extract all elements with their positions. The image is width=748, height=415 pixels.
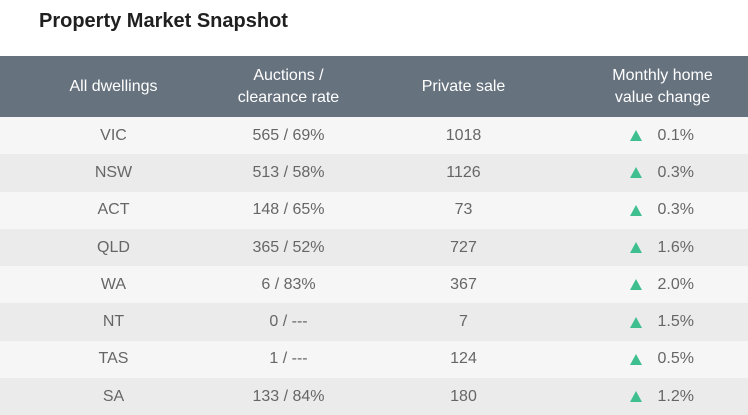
auctions-cell: 148 / 65%: [252, 201, 325, 219]
table-row: WA 6 / 83% 367 2.0%: [0, 266, 748, 304]
auctions-cell: 365 / 52%: [252, 238, 325, 256]
change-cell: 2.0%: [577, 266, 748, 303]
change-value: 1.6%: [657, 238, 694, 256]
up-arrow-icon: [629, 316, 642, 328]
header-auctions-line1: Auctions /: [253, 66, 324, 84]
header-change-line1: Monthly home: [612, 66, 713, 84]
table-row: QLD 365 / 52% 727 1.6%: [0, 228, 748, 267]
up-arrow-icon: [629, 130, 642, 142]
change-cell: 0.3%: [577, 154, 748, 191]
state-cell: TAS: [98, 350, 129, 368]
change-value: 0.1%: [657, 126, 694, 144]
table-body: VIC 565 / 69% 1018 0.1% NSW 513 / 58% 11…: [0, 117, 748, 415]
table-header: All dwellings Auctions / clearance rate …: [0, 56, 748, 117]
change-value: 2.0%: [657, 275, 694, 293]
table-row: VIC 565 / 69% 1018 0.1%: [0, 117, 748, 155]
state-cell: VIC: [100, 126, 127, 144]
up-arrow-icon: [629, 167, 642, 179]
private-sale-cell: 73: [454, 201, 473, 219]
header-dwellings: All dwellings: [69, 77, 158, 95]
auctions-cell: 6 / 83%: [261, 275, 316, 293]
table-row: ACT 148 / 65% 73 0.3%: [0, 191, 748, 229]
auctions-cell: 565 / 69%: [252, 126, 325, 144]
state-cell: NT: [102, 313, 125, 331]
auctions-cell: 0 / ---: [269, 313, 308, 331]
private-sale-cell: 7: [459, 313, 468, 331]
change-cell: 0.5%: [577, 341, 748, 378]
private-sale-cell: 727: [450, 238, 477, 256]
change-cell: 1.2%: [577, 378, 748, 415]
private-sale-cell: 1126: [446, 163, 481, 181]
header-private-sale: Private sale: [421, 77, 506, 95]
private-sale-cell: 367: [450, 275, 477, 293]
table-row: NSW 513 / 58% 1126 0.3%: [0, 154, 748, 192]
change-cell: 0.3%: [577, 192, 748, 229]
up-arrow-icon: [629, 204, 642, 216]
header-change: Monthly home value change: [577, 56, 748, 117]
change-value: 1.5%: [657, 313, 694, 331]
state-cell: ACT: [97, 201, 130, 219]
up-arrow-icon: [629, 279, 642, 291]
change-cell: 1.6%: [577, 229, 748, 266]
change-cell: 1.5%: [577, 303, 748, 340]
table-row: SA 133 / 84% 180 1.2%: [0, 378, 748, 415]
state-cell: QLD: [97, 238, 130, 256]
change-value: 0.3%: [657, 201, 694, 219]
state-cell: WA: [100, 275, 127, 293]
private-sale-cell: 180: [450, 387, 477, 405]
header-change-line2: value change: [614, 88, 711, 106]
page-title: Property Market Snapshot: [39, 10, 288, 32]
change-value: 0.3%: [657, 163, 694, 181]
change-value: 1.2%: [657, 387, 694, 405]
change-cell: 0.1%: [577, 117, 748, 154]
auctions-cell: 133 / 84%: [252, 387, 325, 405]
header-auctions: Auctions / clearance rate: [227, 56, 350, 117]
auctions-cell: 1 / ---: [269, 350, 308, 368]
up-arrow-icon: [629, 353, 642, 365]
state-cell: SA: [102, 387, 125, 405]
up-arrow-icon: [629, 391, 642, 403]
table-row: NT 0 / --- 7 1.5%: [0, 303, 748, 341]
market-table: All dwellings Auctions / clearance rate …: [0, 56, 748, 415]
change-value: 0.5%: [657, 350, 694, 368]
private-sale-cell: 124: [450, 350, 477, 368]
table-row: TAS 1 / --- 124 0.5%: [0, 340, 748, 379]
up-arrow-icon: [629, 242, 642, 254]
private-sale-cell: 1018: [445, 126, 482, 144]
header-auctions-line2: clearance rate: [237, 88, 340, 106]
state-cell: NSW: [94, 163, 133, 181]
auctions-cell: 513 / 58%: [252, 163, 325, 181]
